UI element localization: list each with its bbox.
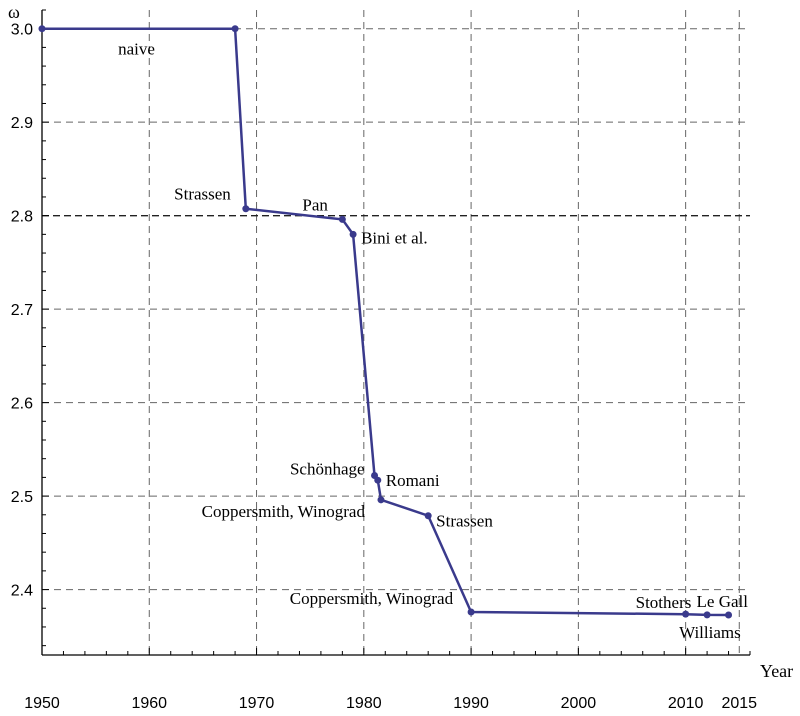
data-point — [374, 476, 382, 484]
y-tick-label: 2.5 — [11, 489, 33, 506]
data-label: Coppersmith, Winograd — [290, 589, 454, 608]
data-label: Le Gall — [697, 592, 749, 611]
x-axis-title: Year — [760, 661, 793, 681]
data-label: Coppersmith, Winograd — [202, 502, 366, 521]
data-point — [338, 215, 346, 223]
data-point — [682, 610, 690, 618]
x-tick-label: 1950 — [24, 695, 60, 712]
y-tick-label: 2.6 — [11, 396, 33, 413]
data-point — [242, 205, 250, 213]
axes-layer: 1950 1960 1970 1980 1990 2000 2010 2015 2.4 2.5 2.… — [11, 9, 757, 712]
x-tick-label: 1980 — [346, 695, 382, 712]
data-label: Williams — [679, 623, 741, 642]
x-tick-label: 1960 — [131, 695, 167, 712]
data-point — [38, 25, 46, 33]
data-point — [703, 611, 711, 619]
data-label: Bini et al. — [361, 228, 428, 247]
data-point — [349, 230, 357, 238]
data-point — [424, 512, 432, 520]
x-tick-label: 1990 — [453, 695, 489, 712]
grid-layer — [42, 10, 750, 655]
data-label: Romani — [386, 471, 440, 490]
x-tick-label: 2000 — [561, 695, 597, 712]
data-label: Stothers — [636, 593, 692, 612]
y-tick-label: 2.8 — [11, 209, 33, 226]
series-layer — [38, 25, 733, 619]
series-line — [42, 27, 729, 617]
labels-layer: naive Strassen Pan Bini et al. Schönhage Roma… — [118, 40, 748, 642]
y-axis-title: ω — [8, 2, 20, 22]
data-label: naive — [118, 40, 155, 59]
data-point — [725, 611, 733, 619]
data-label: Strassen — [174, 185, 231, 204]
x-tick-label: 1970 — [239, 695, 275, 712]
y-tick-label: 2.7 — [11, 302, 33, 319]
y-tick-label: 2.9 — [11, 115, 33, 132]
y-tick-label: 2.4 — [11, 583, 33, 600]
x-tick-label: 2010 — [668, 695, 704, 712]
data-point — [467, 608, 475, 616]
data-label: Strassen — [436, 512, 493, 531]
y-tick-label: 3.0 — [11, 22, 33, 39]
data-point — [377, 496, 385, 504]
x-tick-label: 2015 — [721, 695, 757, 712]
data-label: Schönhage — [290, 460, 365, 479]
data-point — [231, 25, 239, 33]
data-label: Pan — [302, 195, 328, 214]
